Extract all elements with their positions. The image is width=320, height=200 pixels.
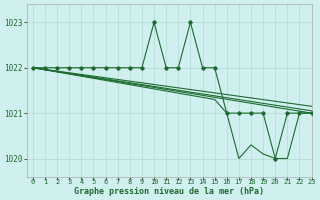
X-axis label: Graphe pression niveau de la mer (hPa): Graphe pression niveau de la mer (hPa) [74,187,264,196]
